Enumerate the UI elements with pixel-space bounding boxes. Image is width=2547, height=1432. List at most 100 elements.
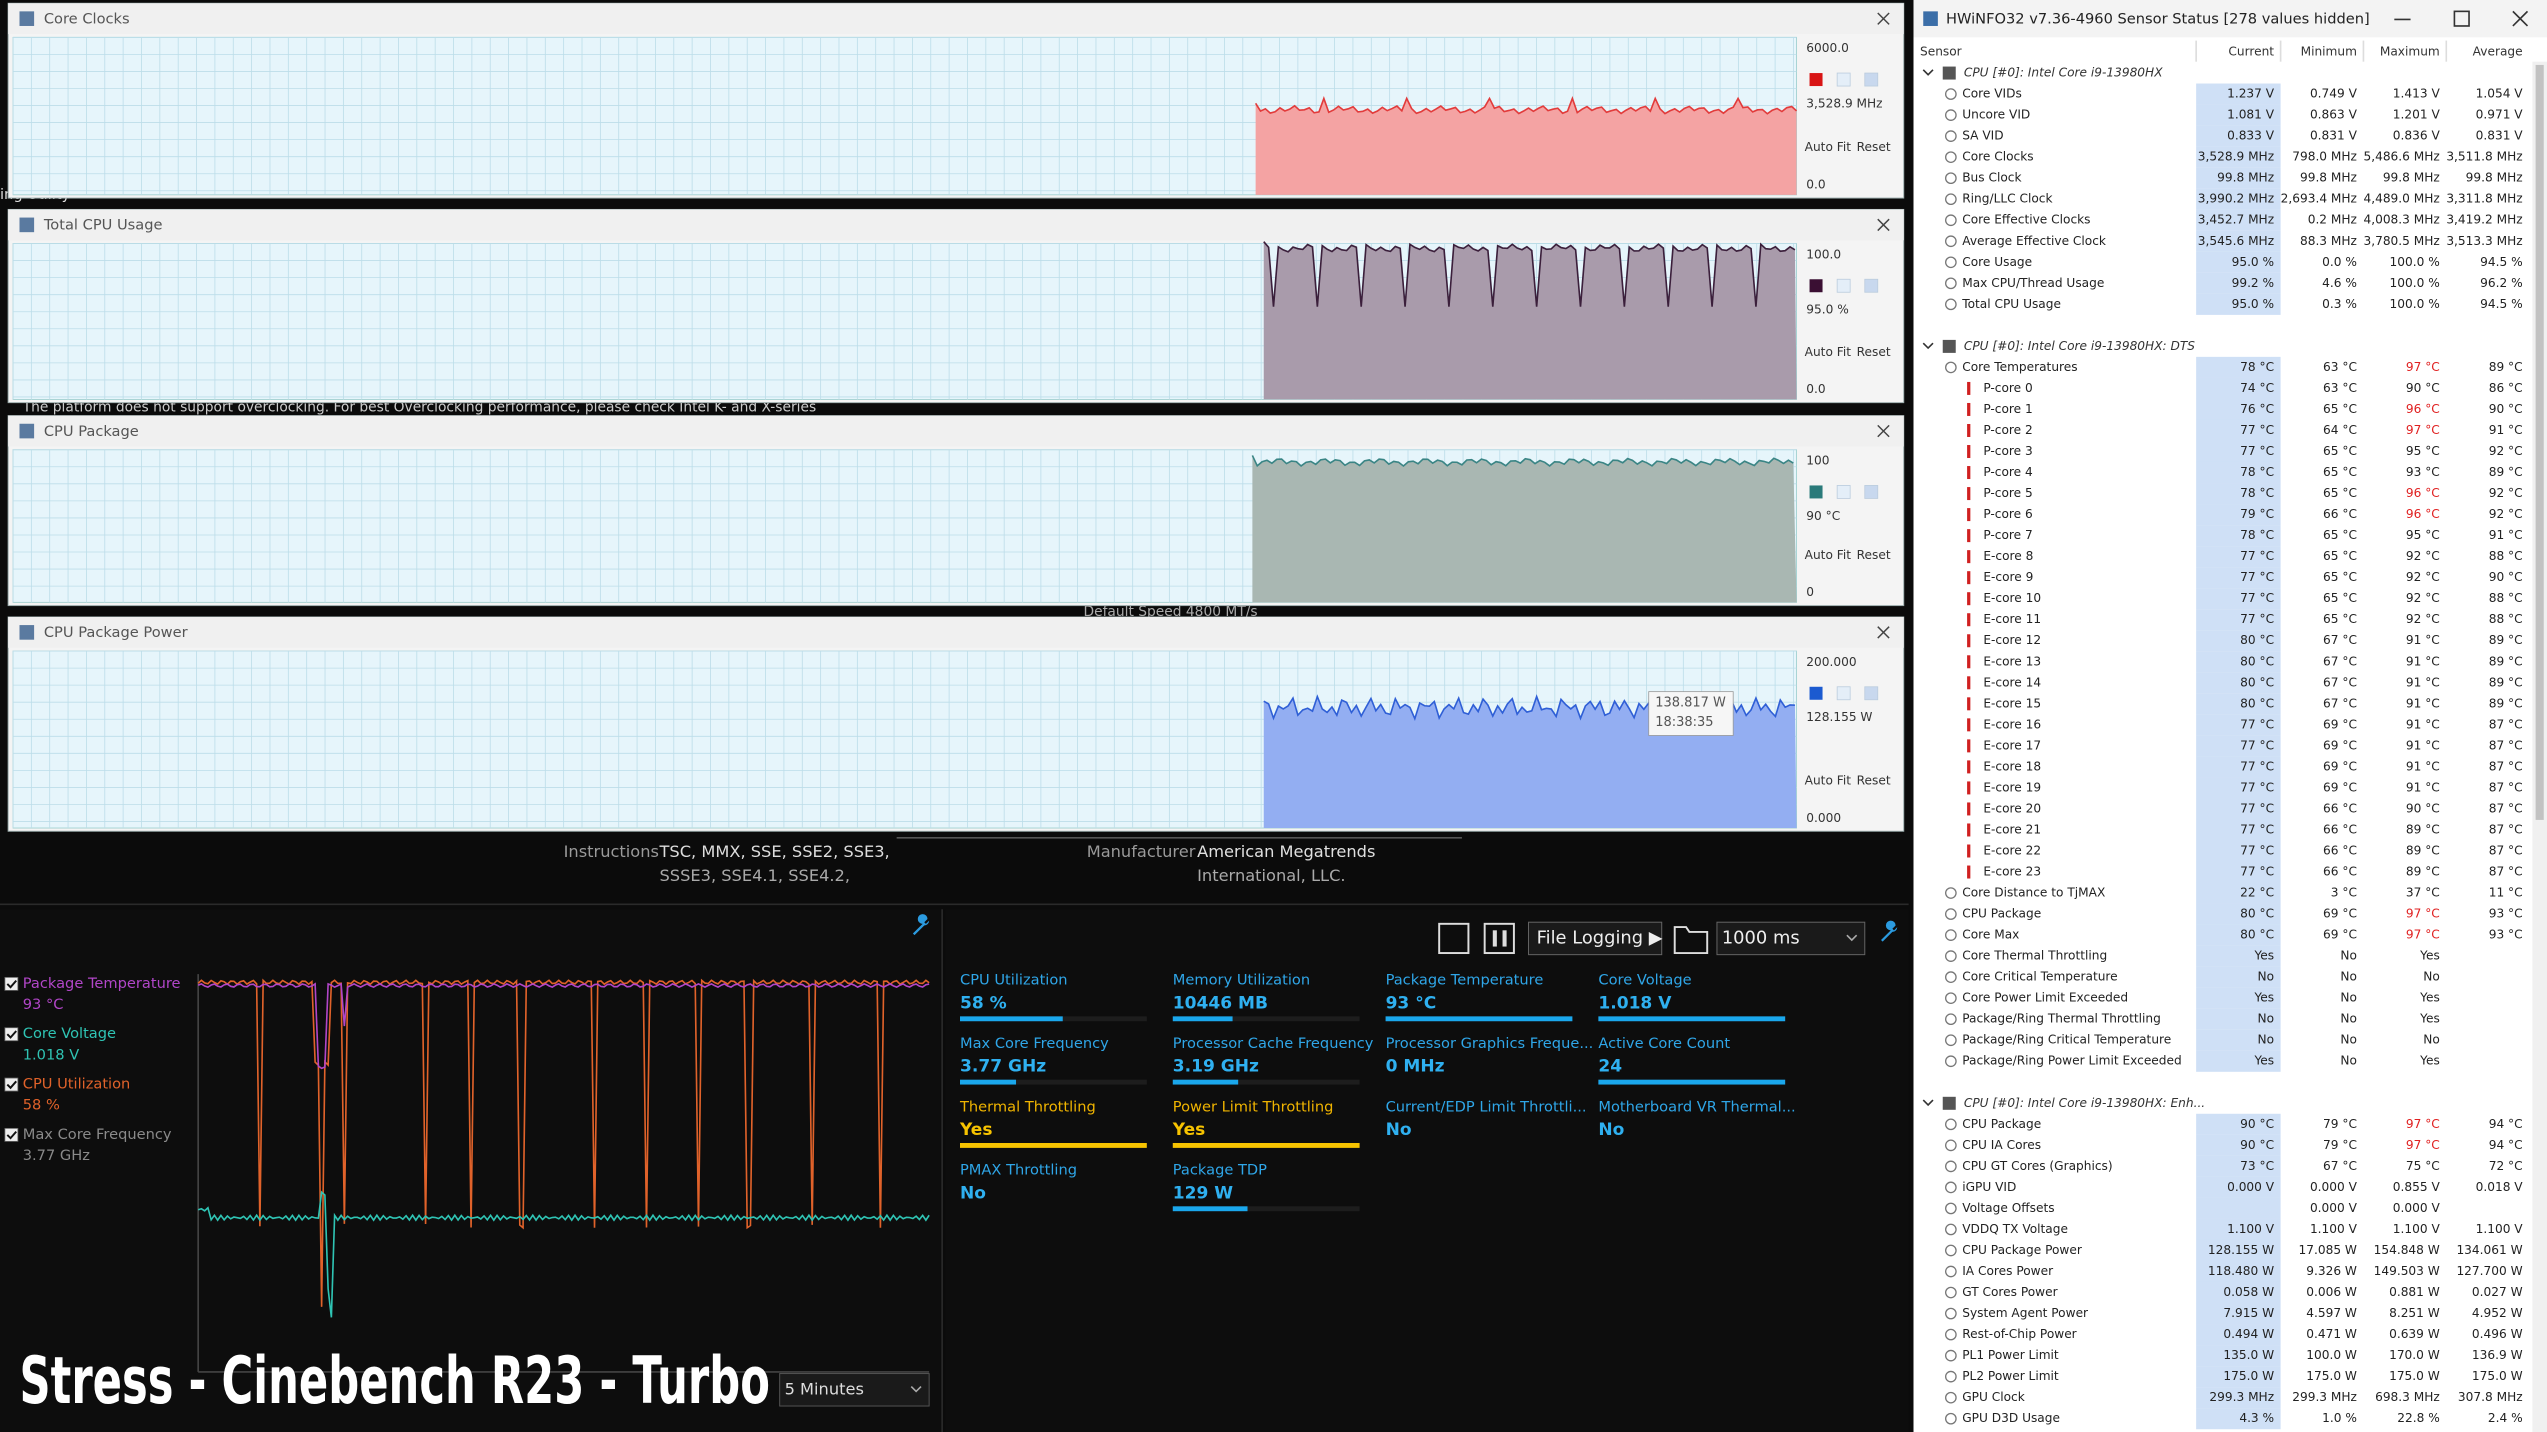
color-swatch[interactable] bbox=[1836, 686, 1851, 701]
close-button[interactable] bbox=[1877, 424, 1890, 438]
settings-icon[interactable] bbox=[912, 914, 930, 936]
color-swatch[interactable] bbox=[1809, 485, 1823, 499]
sensor-value: 89 °C bbox=[2406, 865, 2440, 879]
color-swatch[interactable] bbox=[1864, 686, 1879, 701]
sensor-value: 64 °C bbox=[2323, 423, 2357, 437]
pause-button[interactable] bbox=[1483, 922, 1515, 955]
column-header-label: Minimum bbox=[2301, 44, 2357, 58]
maximize-button[interactable] bbox=[2453, 10, 2470, 27]
sensor-value: 96 °C bbox=[2406, 507, 2440, 521]
metric-label: Current/EDP Limit Throttli... bbox=[1386, 1098, 1587, 1115]
sensor-label: E-core 12 bbox=[1983, 633, 2041, 647]
sensor-value: 66 °C bbox=[2323, 507, 2357, 521]
color-swatch[interactable] bbox=[1809, 73, 1823, 87]
background-text: TSC, MMX, SSE, SSE2, SSE3, bbox=[658, 842, 889, 861]
current-cell bbox=[2196, 840, 2281, 862]
sensor-value: 69 °C bbox=[2323, 717, 2357, 731]
fullscreen-button[interactable] bbox=[1438, 922, 1470, 955]
thermo-icon bbox=[1967, 655, 1971, 669]
thermo-icon bbox=[1967, 571, 1971, 585]
sensor-label: Rest-of-Chip Power bbox=[1962, 1327, 2076, 1341]
metric-value: Yes bbox=[1172, 1120, 1206, 1140]
button[interactable] bbox=[1853, 340, 1896, 364]
current-cell bbox=[2196, 945, 2281, 967]
sensor-value: 1.201 V bbox=[2393, 108, 2441, 122]
background-text: SSSE3, SSE4.1, SSE4.2, bbox=[659, 866, 850, 885]
sensor-value: 65 °C bbox=[2323, 612, 2357, 626]
folder-button[interactable] bbox=[1673, 926, 1709, 955]
collapse-arrow[interactable] bbox=[1922, 342, 1934, 350]
button[interactable] bbox=[1801, 340, 1851, 364]
collapse-arrow[interactable] bbox=[1922, 69, 1934, 76]
button[interactable] bbox=[1801, 136, 1851, 160]
check-mark bbox=[6, 1130, 17, 1140]
file-logging-label: File Logging ▶ bbox=[1537, 927, 1663, 948]
sensor-value: 89 °C bbox=[2489, 360, 2523, 374]
thermo-icon bbox=[1967, 676, 1971, 690]
interval-dropdown[interactable] bbox=[1716, 921, 1866, 956]
sensor-value: 69 °C bbox=[2323, 759, 2357, 773]
color-swatch[interactable] bbox=[1836, 72, 1851, 87]
legend-value: 3.77 GHz bbox=[23, 1147, 90, 1164]
metric-value: 3.19 GHz bbox=[1173, 1057, 1259, 1077]
close-button[interactable] bbox=[1877, 218, 1890, 232]
sensor-value: 69 °C bbox=[2323, 928, 2357, 942]
sensor-icon bbox=[1945, 88, 1957, 100]
checkbox[interactable] bbox=[4, 1027, 19, 1042]
monitor-trace bbox=[197, 1190, 930, 1318]
settings-icon[interactable] bbox=[1881, 920, 1898, 942]
sensor-value: 65 °C bbox=[2323, 402, 2357, 416]
metric-label: Active Core Count bbox=[1598, 1035, 1730, 1052]
checkbox[interactable] bbox=[4, 1077, 19, 1092]
button[interactable] bbox=[1801, 543, 1851, 567]
color-swatch[interactable] bbox=[1864, 72, 1879, 87]
button[interactable] bbox=[1853, 769, 1896, 793]
sensor-value: 0.494 W bbox=[2223, 1327, 2274, 1341]
checkbox[interactable] bbox=[4, 976, 19, 991]
color-swatch[interactable] bbox=[1836, 485, 1851, 499]
sensor-icon bbox=[1945, 929, 1957, 941]
file-logging-button[interactable] bbox=[1528, 921, 1663, 956]
current-cell bbox=[2196, 483, 2281, 505]
sensor-value: 65 °C bbox=[2323, 486, 2357, 500]
current-cell bbox=[2196, 504, 2281, 526]
sensor-label: Total CPU Usage bbox=[1961, 297, 2061, 311]
sensor-value: No bbox=[2340, 1054, 2357, 1068]
sensor-value: 93 °C bbox=[2406, 465, 2440, 479]
sensor-value: No bbox=[2340, 970, 2357, 984]
sensor-value: 9.326 W bbox=[2306, 1264, 2357, 1278]
close-button[interactable] bbox=[1877, 626, 1890, 639]
color-swatch[interactable] bbox=[1864, 485, 1879, 499]
sensor-value: 65 °C bbox=[2323, 570, 2357, 584]
button[interactable] bbox=[1853, 543, 1896, 567]
button[interactable] bbox=[1853, 136, 1896, 160]
close-button[interactable] bbox=[2512, 10, 2529, 27]
section-title: CPU [#0]: Intel Core i9-13980HX: Enh... bbox=[1964, 1096, 2205, 1110]
sensor-label: Core Max bbox=[1962, 928, 2019, 942]
checkbox[interactable] bbox=[4, 1127, 19, 1142]
sensor-value: 100.0 W bbox=[2306, 1348, 2357, 1362]
button[interactable] bbox=[1801, 769, 1851, 793]
color-swatch[interactable] bbox=[1809, 686, 1823, 700]
sensor-value: 87 °C bbox=[2489, 822, 2523, 836]
sensor-label: P-core 5 bbox=[1983, 486, 2032, 500]
color-swatch[interactable] bbox=[1836, 278, 1851, 293]
current-cell bbox=[2196, 1260, 2281, 1283]
sensor-icon bbox=[1945, 1034, 1957, 1047]
scroll-thumb[interactable] bbox=[2535, 64, 2544, 820]
sensor-value: 80 °C bbox=[2240, 696, 2274, 710]
color-swatch[interactable] bbox=[1809, 279, 1823, 293]
close-button[interactable] bbox=[1877, 12, 1890, 25]
title-bar bbox=[1913, 0, 2547, 38]
metric-bar bbox=[1598, 1079, 1786, 1085]
dropdown[interactable] bbox=[779, 1373, 930, 1407]
metric-bar bbox=[1598, 1016, 1786, 1022]
sensor-value: 118.480 W bbox=[2208, 1264, 2274, 1278]
chip-icon bbox=[1942, 1096, 1956, 1110]
sensor-value: 88 °C bbox=[2489, 549, 2523, 563]
collapse-arrow[interactable] bbox=[1922, 1099, 1934, 1107]
color-swatch[interactable] bbox=[1864, 278, 1879, 293]
sensor-value: 86 °C bbox=[2489, 381, 2523, 395]
background-text: American Megatrends bbox=[1197, 842, 1375, 861]
